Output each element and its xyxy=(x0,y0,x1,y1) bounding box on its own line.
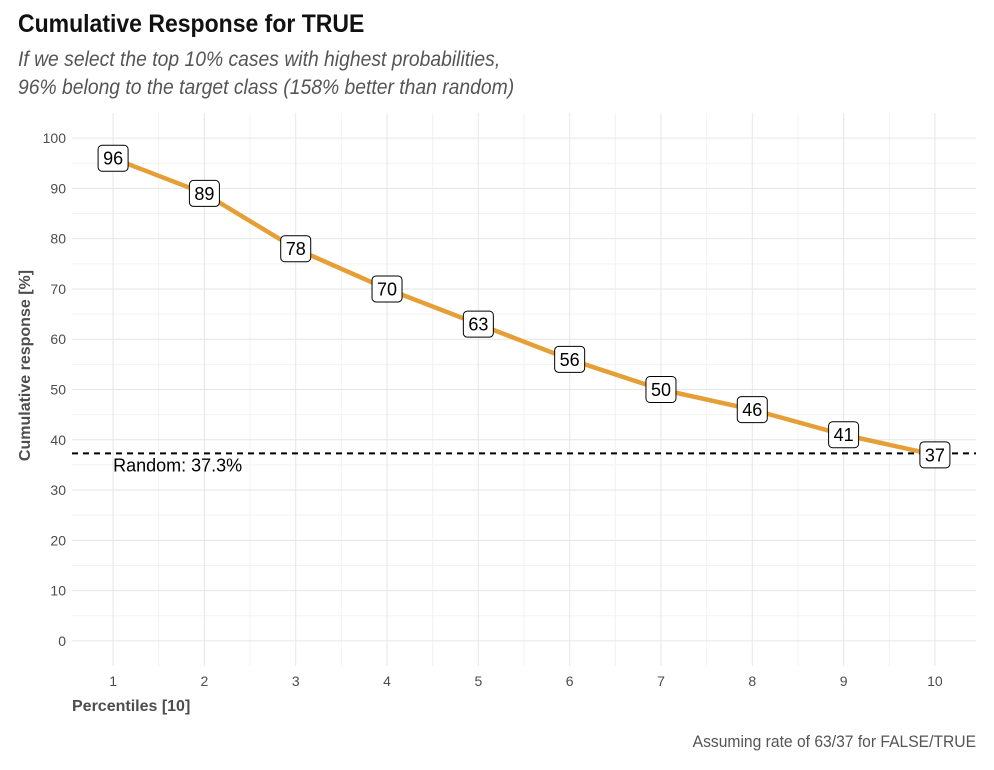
y-tick-label: 100 xyxy=(43,130,67,146)
y-tick-label: 30 xyxy=(50,482,66,498)
data-label-box xyxy=(371,275,403,303)
x-tick-label: 7 xyxy=(657,673,665,689)
y-tick-label: 20 xyxy=(50,532,66,548)
data-label: 41 xyxy=(834,425,854,445)
x-tick-label: 4 xyxy=(383,673,391,689)
chart-subtitle-line-2: 96% belong to the target class (158% bet… xyxy=(18,76,515,99)
data-label-box xyxy=(554,345,586,373)
data-label: 56 xyxy=(560,350,580,370)
x-tick-label: 10 xyxy=(927,673,943,689)
chart-caption: Assuming rate of 63/37 for FALSE/TRUE xyxy=(692,732,976,751)
x-tick-label: 6 xyxy=(566,673,574,689)
y-tick-label: 70 xyxy=(50,281,66,297)
y-tick-label: 0 xyxy=(58,633,66,649)
series-line xyxy=(110,155,938,458)
data-label: 78 xyxy=(286,239,306,259)
data-label-box xyxy=(188,179,220,207)
random-baseline: Random: 37.3% xyxy=(72,452,976,475)
chart-title: Cumulative Response for TRUE xyxy=(18,10,365,38)
y-tick-label: 80 xyxy=(50,231,66,247)
data-label-box xyxy=(97,144,129,172)
x-tick-label: 1 xyxy=(109,673,117,689)
data-label: 63 xyxy=(468,315,488,335)
y-tick-label: 40 xyxy=(50,432,66,448)
grid xyxy=(72,113,976,666)
data-label-box xyxy=(645,376,677,403)
x-tick-label: 8 xyxy=(748,673,756,689)
data-label: 37 xyxy=(925,445,945,465)
y-axis-title: Cumulative response [%] xyxy=(17,270,34,461)
chart-subtitle-line-1: If we select the top 10% cases with high… xyxy=(18,48,501,71)
random-baseline-label: Random: 37.3% xyxy=(113,455,242,475)
data-label-box xyxy=(280,235,312,263)
data-label-box xyxy=(919,441,951,469)
data-label: 96 xyxy=(103,149,123,169)
data-label: 89 xyxy=(194,184,214,204)
y-tick-label: 10 xyxy=(50,583,66,599)
data-label-box xyxy=(736,396,768,424)
data-label-box xyxy=(462,310,494,338)
data-label: 46 xyxy=(742,400,762,420)
data-label: 70 xyxy=(377,279,397,299)
x-tick-label: 2 xyxy=(201,673,209,689)
data-labels: 96 89 78 70 63 56 50 46 41 37 xyxy=(97,144,951,469)
x-axis-title: Percentiles [10] xyxy=(72,698,190,715)
y-tick-label: 90 xyxy=(50,180,66,196)
x-tick-label: 9 xyxy=(840,673,848,689)
data-label: 50 xyxy=(651,380,671,400)
x-tick-label: 3 xyxy=(292,673,300,689)
x-tick-label: 5 xyxy=(474,673,482,689)
y-tick-label: 50 xyxy=(50,382,66,398)
data-label-box xyxy=(828,421,860,449)
y-tick-label: 60 xyxy=(50,331,66,347)
